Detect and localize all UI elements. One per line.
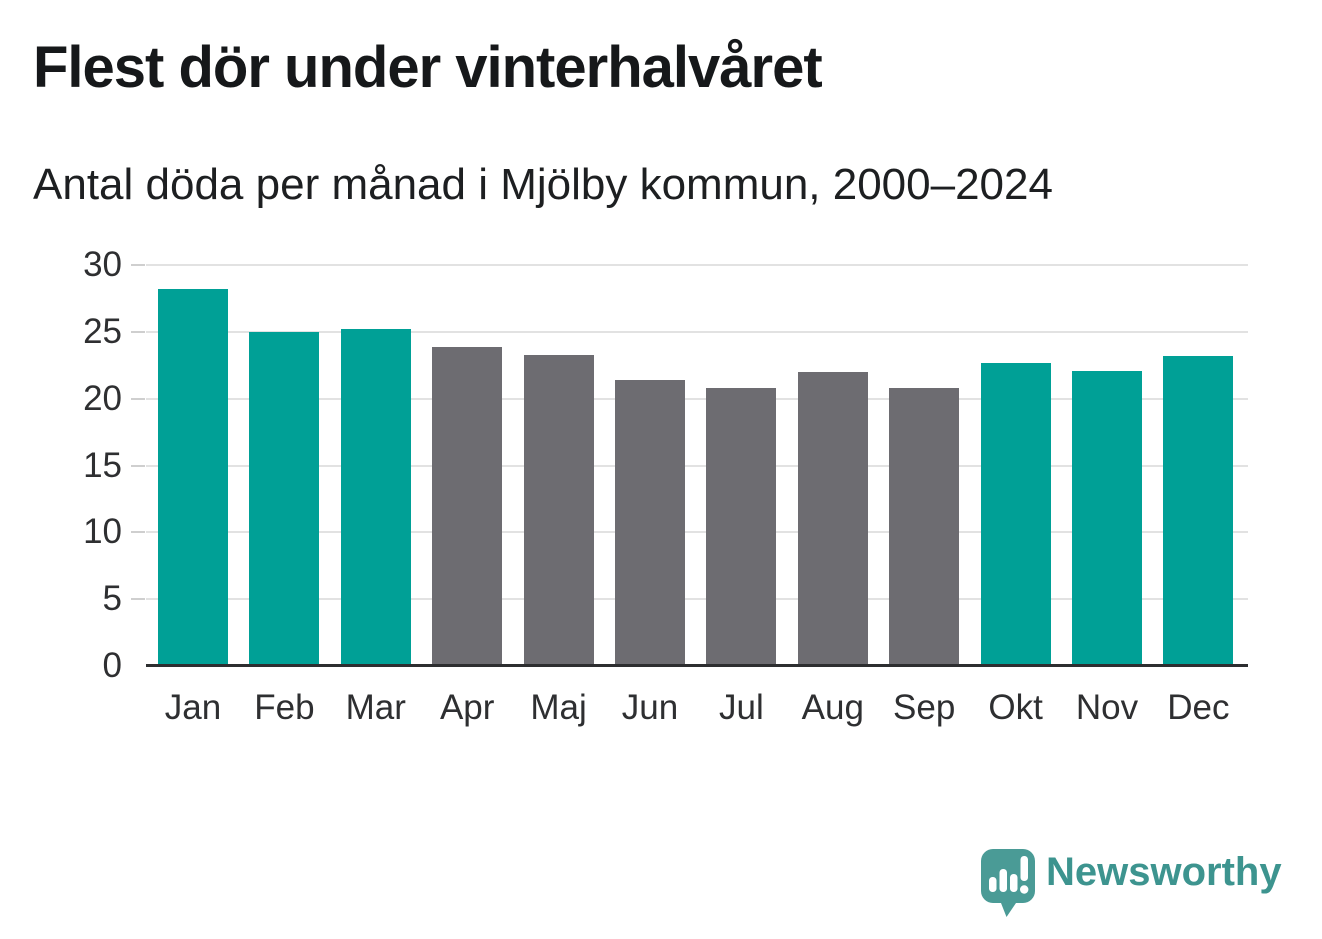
- chart-subtitle: Antal döda per månad i Mjölby kommun, 20…: [33, 160, 1053, 209]
- brand-footer: Newsworthy: [980, 847, 1310, 927]
- xtick-label-dec: Dec: [1167, 688, 1230, 727]
- ytick-mark-30: [131, 264, 145, 266]
- bar-maj: [523, 354, 594, 666]
- bar-jun: [615, 379, 685, 666]
- ytick-label-0: 0: [102, 646, 122, 685]
- xtick-label-aug: Aug: [801, 688, 864, 727]
- gridline-y-5: [146, 598, 1248, 601]
- chart-title: Flest dör under vinterhalvåret: [33, 35, 823, 100]
- brand-wordmark: Newsworthy: [1046, 850, 1282, 894]
- bar-apr: [432, 346, 503, 666]
- ytick-label-15: 15: [83, 445, 122, 485]
- bar-jul: [706, 387, 777, 666]
- xtick-label-jun: Jun: [621, 688, 679, 727]
- gridline-y-20: [146, 397, 1248, 400]
- bar-sep: [889, 387, 960, 666]
- ytick-mark-20: [131, 397, 145, 400]
- bar-mar: [340, 329, 411, 666]
- xtick-label-jan: Jan: [164, 688, 222, 727]
- bar-okt: [980, 362, 1051, 666]
- ytick-mark-25: [131, 330, 145, 333]
- ytick-mark-15: [131, 464, 145, 467]
- gridline-y-10: [146, 531, 1248, 534]
- xtick-label-apr: Apr: [439, 688, 495, 727]
- xtick-label-maj: Maj: [530, 688, 587, 727]
- ytick-label-30: 30: [83, 245, 122, 284]
- xtick-label-feb: Feb: [254, 688, 315, 727]
- bar-aug: [797, 371, 868, 666]
- ytick-mark-5: [131, 598, 145, 601]
- bar-dec: [1163, 355, 1234, 666]
- gridline-y-15: [146, 464, 1248, 467]
- ytick-label-25: 25: [83, 311, 122, 351]
- bar-feb: [249, 331, 320, 666]
- bar-nov: [1072, 370, 1142, 666]
- gridline-y-25: [146, 330, 1248, 333]
- ytick-label-5: 5: [102, 579, 122, 619]
- ytick-label-20: 20: [83, 378, 122, 418]
- xtick-label-jul: Jul: [719, 688, 764, 727]
- bar-jan: [158, 289, 228, 666]
- x-axis-line: [146, 664, 1248, 667]
- xtick-label-sep: Sep: [893, 688, 956, 727]
- ytick-label-10: 10: [83, 512, 122, 552]
- ytick-mark-10: [131, 531, 145, 534]
- newsworthy-logo-icon: [981, 849, 1035, 917]
- xtick-label-nov: Nov: [1075, 688, 1139, 727]
- xtick-label-mar: Mar: [345, 688, 406, 727]
- gridline-y-30: [146, 264, 1248, 266]
- xtick-label-okt: Okt: [988, 688, 1043, 727]
